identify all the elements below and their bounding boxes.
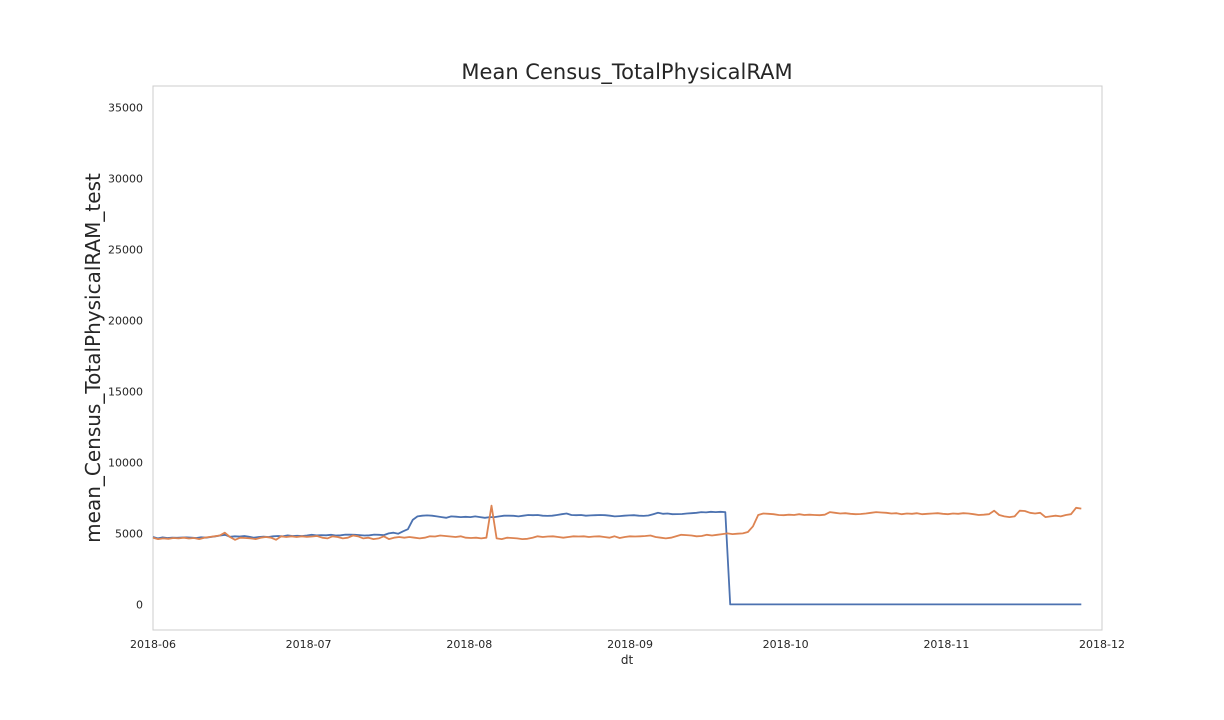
x-tick-label: 2018-06 (130, 638, 176, 651)
y-tick-label: 30000 (108, 172, 143, 185)
x-tick-label: 2018-12 (1079, 638, 1125, 651)
series-lines (152, 504, 1082, 606)
y-tick-label: 15000 (108, 385, 143, 398)
x-tick-label: 2018-07 (286, 638, 332, 651)
x-tick-label: 2018-10 (763, 638, 809, 651)
x-tick-label: 2018-08 (446, 638, 492, 651)
series-line-1 (152, 510, 1082, 606)
y-tick-label: 35000 (108, 101, 143, 114)
chart-title: Mean Census_TotalPhysicalRAM (461, 60, 792, 85)
y-tick-label: 5000 (115, 527, 143, 540)
x-axis-label: dt (621, 653, 634, 667)
y-tick-label: 0 (136, 598, 143, 611)
x-tick-label: 2018-09 (607, 638, 653, 651)
x-tick-label: 2018-11 (923, 638, 969, 651)
y-axis-label: mean_Census_TotalPhysicalRAM_test (81, 173, 105, 543)
x-axis-ticks: 2018-06 2018-07 2018-08 2018-09 2018-10 2018-… (130, 638, 1125, 651)
y-axis-ticks: 0 5000 10000 15000 20000 25000 30000 35000 (108, 101, 143, 611)
plot-frame (152, 85, 1103, 631)
y-tick-label: 20000 (108, 314, 143, 327)
series-line-2 (152, 504, 1082, 541)
y-tick-label: 10000 (108, 456, 143, 469)
y-tick-label: 25000 (108, 243, 143, 256)
